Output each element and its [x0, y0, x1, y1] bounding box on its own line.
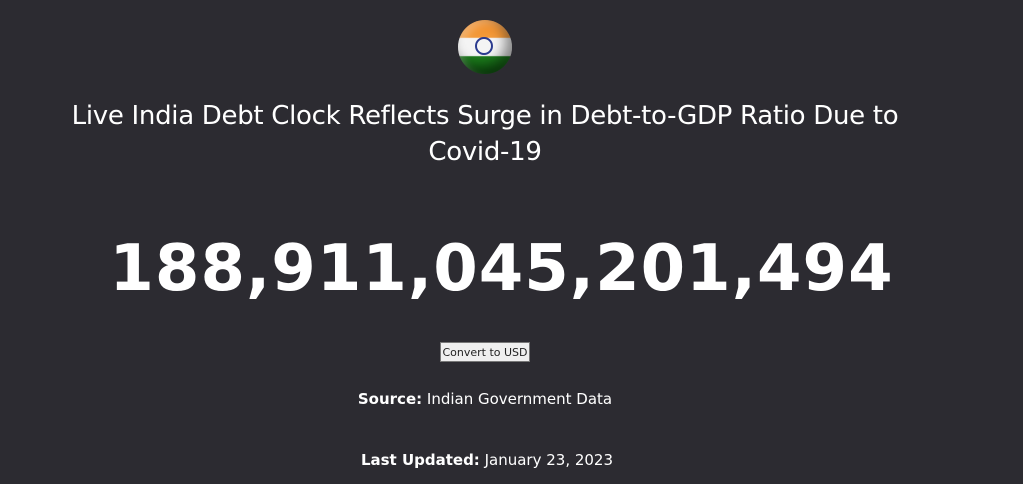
- source-line: Source: Indian Government Data: [0, 390, 970, 408]
- india-flag-icon: [458, 20, 512, 74]
- source-value: Indian Government Data: [426, 390, 613, 408]
- last-updated-value: January 23, 2023: [484, 451, 614, 469]
- last-updated-label: Last Updated:: [360, 451, 480, 469]
- convert-to-usd-button[interactable]: Convert to USD: [440, 342, 530, 362]
- debt-counter: 188,911,045,201,494: [109, 232, 894, 306]
- source-label: Source:: [357, 390, 423, 408]
- ashoka-chakra-icon: [475, 37, 493, 55]
- last-updated-line: Last Updated: January 23, 2023: [2, 451, 972, 469]
- page-title: Live India Debt Clock Reflects Surge in …: [71, 101, 899, 167]
